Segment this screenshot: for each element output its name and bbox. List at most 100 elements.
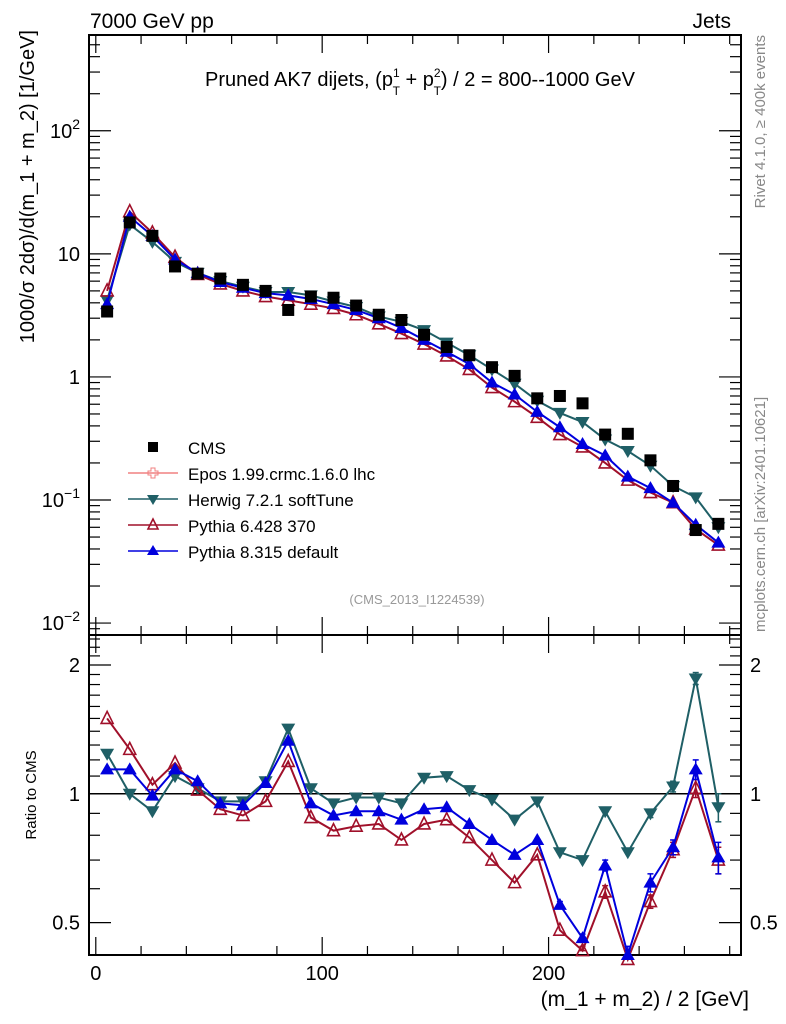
ratio-point-pythia-8-315-default: [552, 897, 567, 910]
data-point-cms: [599, 428, 612, 441]
data-point-cms: [621, 427, 634, 440]
ratio-point-pythia-6-428-370: [371, 815, 387, 830]
y-tick-label: 102: [50, 116, 80, 143]
ratio-point-herwig-7-2-1-softtune: [620, 847, 635, 860]
y-tick-label: 10: [58, 244, 80, 266]
legend-label-pythia-6-428-370: Pythia 6.428 370: [188, 517, 316, 536]
y-tick-label: 1: [69, 367, 80, 389]
data-point-pythia-8-315-default: [575, 437, 590, 450]
ratio-point-herwig-7-2-1-softtune: [552, 847, 567, 860]
legend-marker-cms: [148, 442, 158, 452]
ratio-point-pythia-8-315-default: [620, 948, 635, 960]
title-sup1: 1: [393, 66, 400, 80]
ratio-point-pythia-6-428-370: [507, 873, 522, 889]
data-point-cms: [191, 267, 204, 280]
data-point-cms: [463, 349, 476, 362]
data-point-pythia-8-315-default: [711, 535, 726, 548]
data-point-herwig-7-2-1-softtune: [688, 492, 703, 505]
ratio-point-pythia-8-315-default: [100, 762, 115, 775]
main-ylabel: 1000/σ 2dσ)/d(m_1 + m_2) [1/GeV]: [17, 30, 39, 343]
ratio-point-herwig-7-2-1-softtune: [688, 673, 703, 686]
ratio-point-pythia-6-428-370: [688, 779, 704, 795]
ratio-point-pythia-6-428-370: [280, 752, 296, 768]
data-point-cms: [123, 216, 136, 229]
ratio-point-herwig-7-2-1-softtune: [394, 798, 409, 811]
ratio-point-pythia-8-315-default: [394, 812, 409, 825]
ratio-point-pythia-8-315-default: [303, 796, 318, 809]
data-point-pythia-8-315-default: [643, 481, 658, 494]
ratio-point-pythia-8-315-default: [190, 774, 205, 787]
ratio-point-pythia-8-315-default: [122, 762, 137, 775]
data-point-cms: [485, 361, 498, 374]
ratio-y-tick-label-right: 1: [750, 784, 761, 806]
data-point-pythia-8-315-default: [394, 320, 409, 333]
analysis-annotation: (CMS_2013_I1224539): [349, 592, 484, 607]
legend-marker-pythia-6-428-370: [146, 517, 160, 530]
ratio-point-pythia-8-315-default: [484, 832, 499, 845]
data-point-cms: [508, 369, 521, 382]
ratio-point-pythia-8-315-default: [643, 875, 658, 888]
ratio-point-pythia-8-315-default: [258, 775, 273, 788]
ratio-point-pythia-6-428-370: [597, 883, 613, 898]
ratio-point-pythia-6-428-370: [326, 821, 341, 837]
ratio-point-herwig-7-2-1-softtune: [598, 806, 613, 819]
ratio-point-pythia-6-428-370: [122, 740, 138, 756]
data-point-pythia-8-315-default: [620, 469, 635, 482]
ratio-point-herwig-7-2-1-softtune: [643, 808, 658, 821]
ratio-frame: [88, 634, 742, 956]
ratio-point-pythia-8-315-default: [213, 796, 228, 809]
ratio-line-herwig-7-2-1-softtune: [106, 678, 720, 862]
ratio-y-tick-label: 0.5: [52, 913, 80, 935]
ratio-point-pythia-6-428-370: [394, 831, 409, 846]
ratio-point-pythia-6-428-370: [99, 709, 115, 725]
ratio-point-pythia-6-428-370: [235, 806, 251, 822]
title-post: ) / 2 = 800--1000 GeV: [441, 69, 636, 91]
data-point-cms: [440, 341, 453, 354]
x-tick-label: 0: [90, 963, 101, 985]
data-point-cms: [418, 328, 431, 341]
legend-label-cms: CMS: [188, 439, 226, 458]
ratio-point-pythia-6-428-370: [439, 810, 454, 826]
data-point-herwig-7-2-1-softtune: [620, 446, 635, 459]
data-point-cms: [101, 305, 114, 318]
ratio-ylabel: Ratio to CMS: [23, 750, 40, 839]
ratio-point-pythia-6-428-370: [529, 846, 545, 861]
title-mid: + p: [400, 69, 434, 91]
data-point-cms: [214, 272, 227, 285]
ratio-point-pythia-6-428-370: [575, 941, 590, 957]
ratio-point-herwig-7-2-1-softtune: [484, 794, 499, 807]
ratio-point-pythia-8-315-default: [462, 816, 477, 829]
ratio-point-herwig-7-2-1-softtune: [303, 783, 318, 796]
ratio-point-pythia-8-315-default: [507, 847, 522, 860]
ratio-point-pythia-6-428-370: [303, 808, 319, 824]
rivet-label: Rivet 4.1.0, ≥ 400k events: [752, 35, 769, 208]
ratio-point-pythia-8-315-default: [281, 733, 296, 746]
data-point-pythia-6-428-370: [597, 454, 613, 469]
data-point-pythia-8-315-default: [462, 357, 477, 370]
ratio-point-herwig-7-2-1-softtune: [349, 792, 364, 805]
data-point-cms: [327, 291, 340, 304]
legend-marker-epos-1-99-crmc-1-6-0-lhc: [147, 467, 159, 479]
legend-label-epos-1-99-crmc-1-6-0-lhc: Epos 1.99.crmc.1.6.0 lhc: [188, 465, 376, 484]
ratio-point-pythia-8-315-default: [530, 832, 545, 845]
ratio-point-pythia-8-315-default: [417, 802, 432, 815]
data-point-cms: [644, 454, 657, 467]
ratio-y-tick-label-right: 2: [750, 655, 761, 677]
ratio-point-pythia-6-428-370: [552, 921, 568, 936]
mcplots-label: mcplots.cern.ch [arXiv:2401.10621]: [752, 397, 769, 632]
ratio-panel: 0 100 200 0.5 0.5 1 1 2 2: [52, 634, 778, 985]
data-point-cms: [350, 299, 363, 312]
data-point-cms: [169, 260, 182, 273]
ratio-point-herwig-7-2-1-softtune: [575, 855, 590, 868]
main-panel: 10−2 10−1 1 10 102: [42, 34, 742, 636]
legend: CMS Epos 1.99.crmc.1.6.0 lhc Herwig 7.2.1 …: [128, 439, 376, 562]
data-point-pythia-8-315-default: [281, 288, 296, 301]
ratio-point-pythia-8-315-default: [711, 850, 726, 863]
ratio-line-pythia-8-315-default: [107, 738, 720, 959]
data-point-cms: [531, 392, 544, 405]
legend-label-pythia-8-315-default: Pythia 8.315 default: [188, 543, 339, 562]
ratio-point-herwig-7-2-1-softtune: [281, 723, 296, 736]
data-point-pythia-6-428-370: [552, 425, 568, 441]
ratio-point-herwig-7-2-1-softtune: [145, 806, 160, 819]
